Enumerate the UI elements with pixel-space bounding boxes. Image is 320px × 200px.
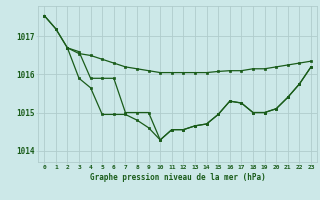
X-axis label: Graphe pression niveau de la mer (hPa): Graphe pression niveau de la mer (hPa): [90, 173, 266, 182]
